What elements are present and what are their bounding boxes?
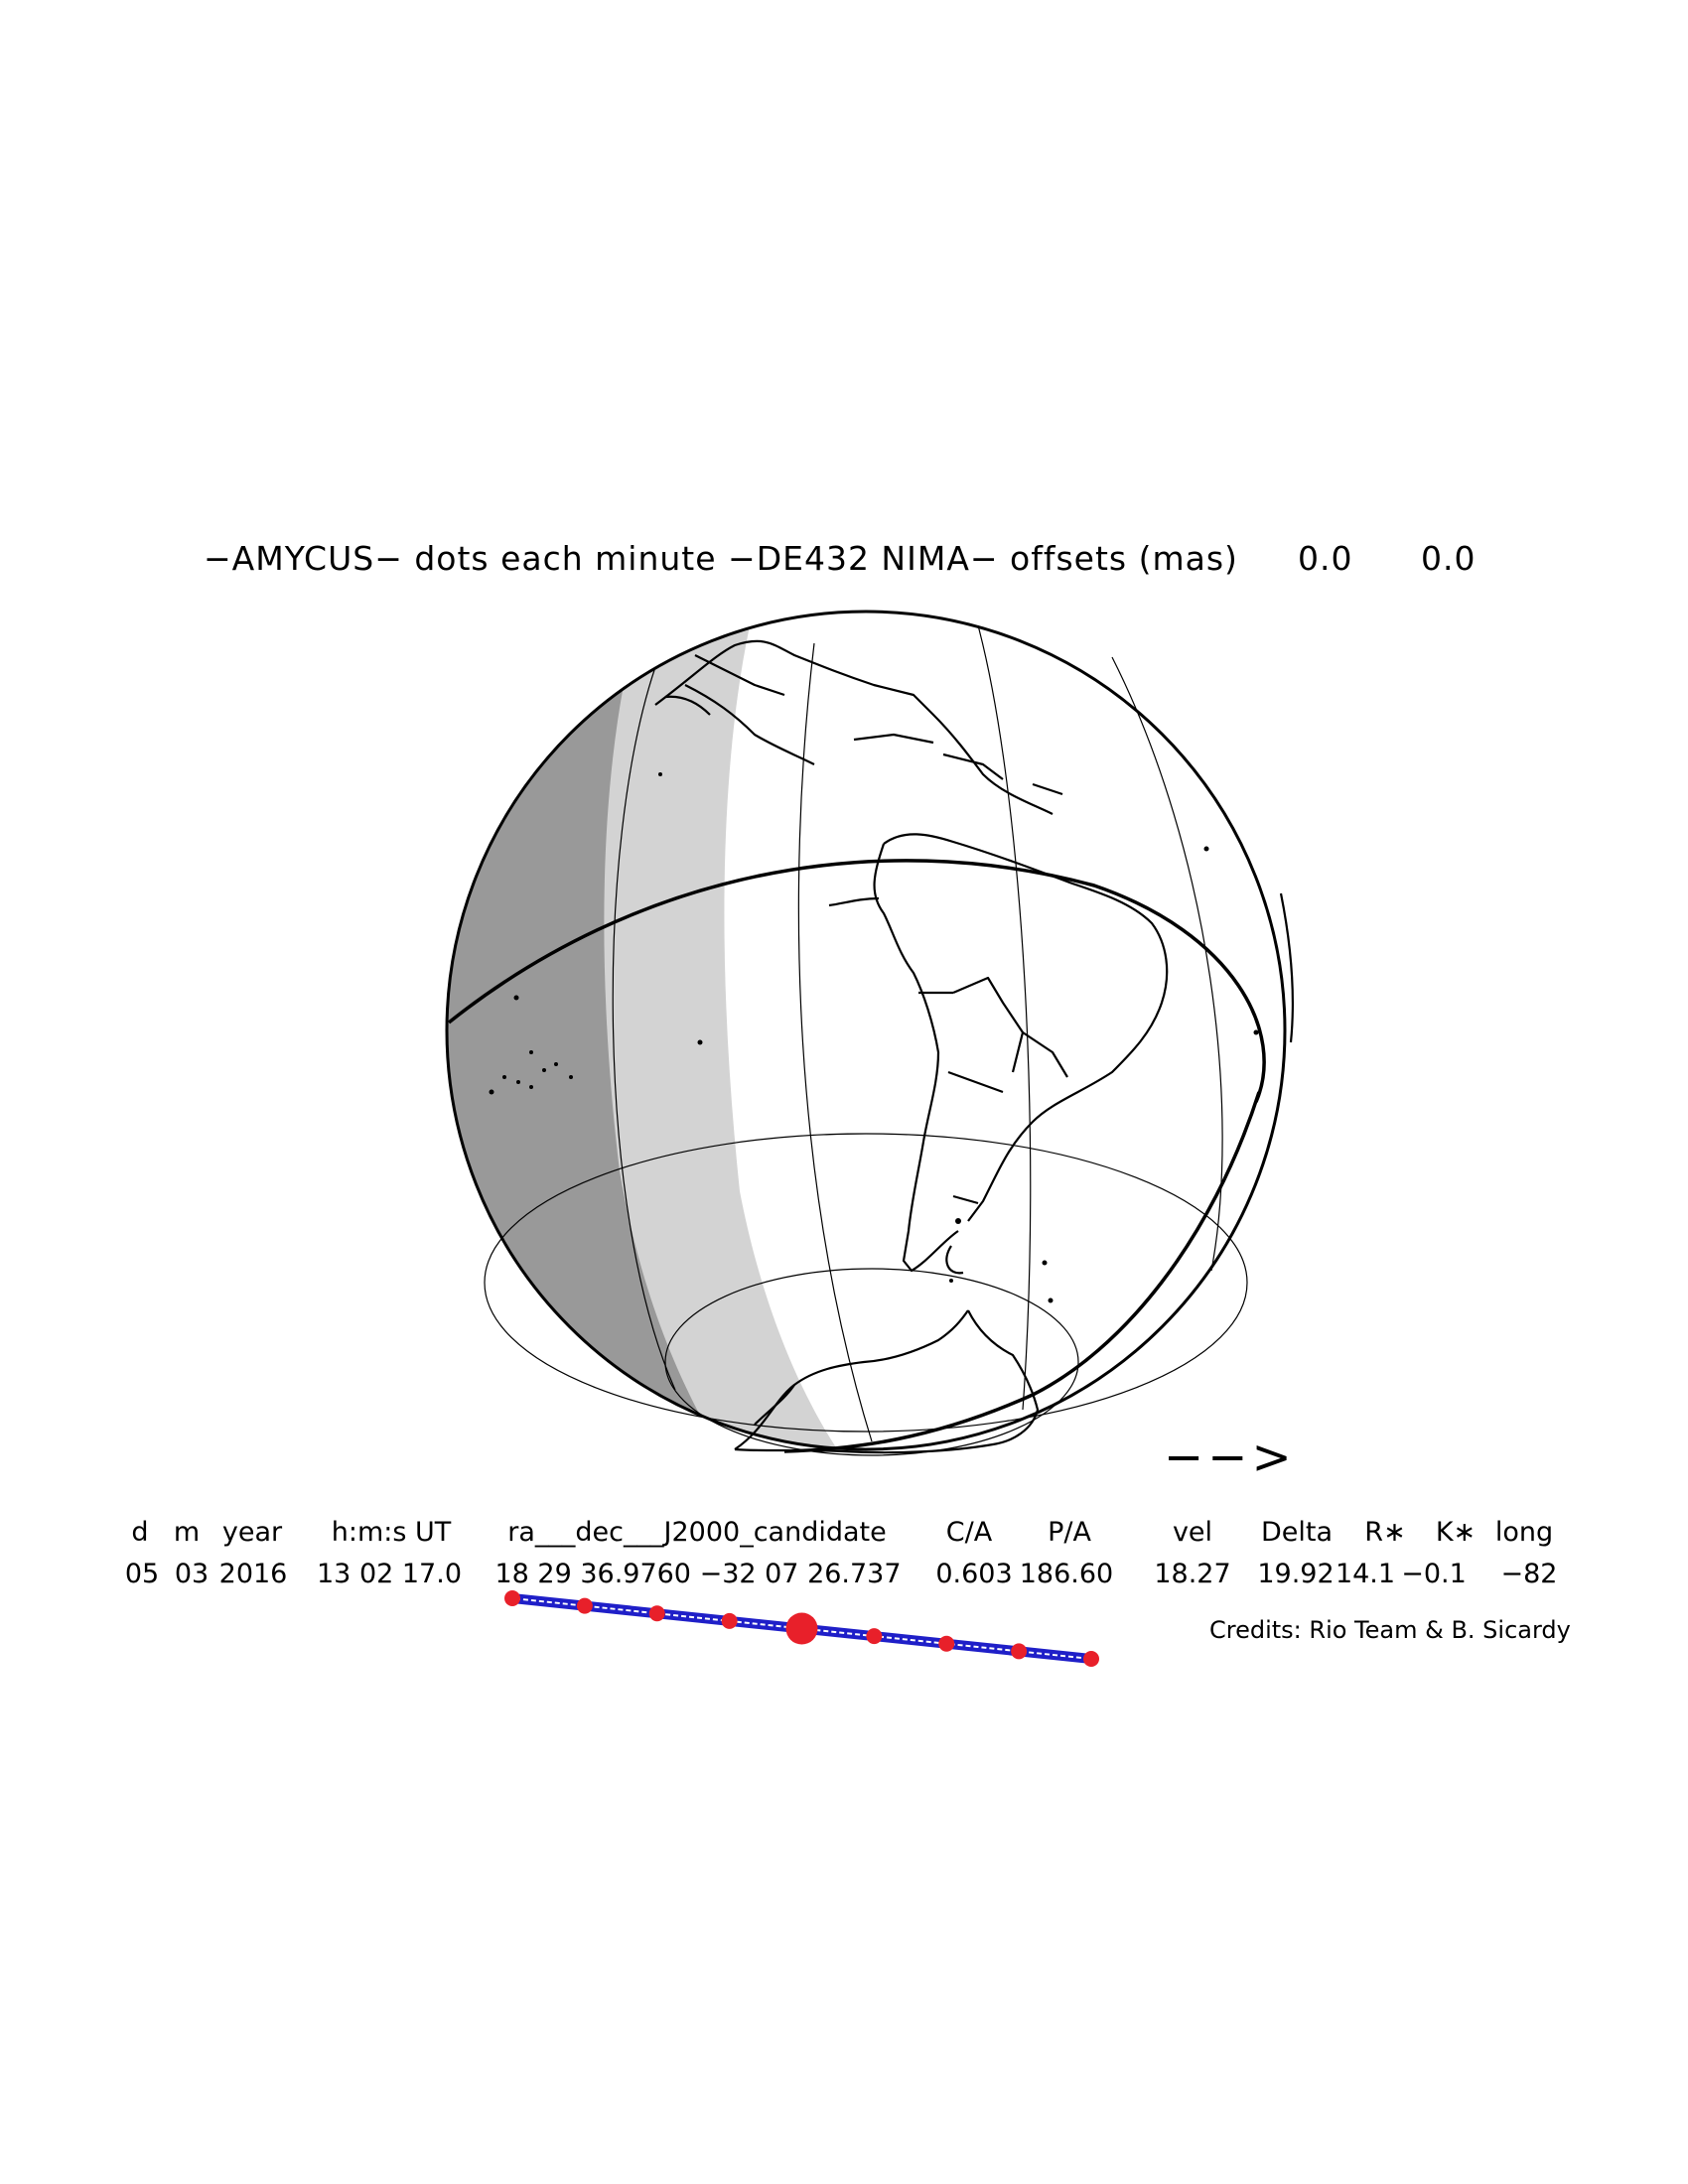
minute-dot	[938, 1635, 955, 1652]
minute-dot	[721, 1612, 738, 1629]
offset-dec-value: 0.0	[1421, 539, 1477, 578]
header-ca: C/A	[945, 1517, 993, 1548]
header-pa: P/A	[1048, 1517, 1091, 1548]
header-rstar: R∗	[1364, 1517, 1406, 1548]
header-year: year	[221, 1517, 283, 1548]
central-minute-dot	[785, 1612, 818, 1645]
track-dots	[504, 1590, 1099, 1667]
header-m: m	[173, 1517, 201, 1548]
graticule	[484, 624, 1248, 1456]
shadow-track	[504, 1590, 1099, 1667]
value-pa: 186.60	[1019, 1559, 1114, 1589]
header-vel: vel	[1172, 1517, 1213, 1548]
value-rstar: 14.1	[1335, 1559, 1396, 1589]
title-text: −AMYCUS− dots each minute −DE432 NIMA− o…	[204, 539, 1238, 578]
offset-ra-value: 0.0	[1298, 539, 1353, 578]
value-kstar: −0.1	[1401, 1559, 1467, 1589]
globe-outline	[445, 610, 1287, 1451]
header-long: long	[1494, 1517, 1554, 1548]
value-time: 13 02 17.0	[317, 1559, 462, 1589]
header-time: h:m:s UT	[331, 1517, 452, 1548]
header-kstar: K∗	[1435, 1517, 1477, 1548]
islands	[489, 772, 1259, 1303]
track-line-center	[511, 1596, 1092, 1661]
globe-shading	[447, 612, 1285, 1449]
header-delta: Delta	[1260, 1517, 1334, 1548]
value-d: 05	[124, 1559, 160, 1589]
header-d: d	[131, 1517, 149, 1548]
direction-arrow: −−>	[1164, 1430, 1296, 1485]
value-vel: 18.27	[1154, 1559, 1231, 1589]
minute-dot	[504, 1590, 520, 1606]
minute-dot	[1011, 1643, 1028, 1660]
minute-dot	[1083, 1651, 1099, 1667]
value-m: 03	[174, 1559, 210, 1589]
minute-dot	[576, 1597, 593, 1614]
header-radec: ra___dec___J2000_candidate	[507, 1517, 887, 1548]
value-radec: 18 29 36.9760 −32 07 26.737	[494, 1559, 902, 1589]
night-zone	[447, 612, 725, 1449]
value-long: −82	[1500, 1559, 1558, 1589]
coastlines	[654, 639, 1295, 1454]
credits-text: Credits: Rio Team & B. Sicardy	[1209, 1616, 1571, 1644]
value-delta: 19.92	[1257, 1559, 1335, 1589]
minute-dot	[648, 1605, 665, 1622]
value-year: 2016	[218, 1559, 288, 1589]
minute-dot	[866, 1628, 883, 1645]
value-ca: 0.603	[935, 1559, 1013, 1589]
shadow-path-lines	[447, 859, 1266, 1453]
chart-title: −AMYCUS− dots each minute −DE432 NIMA− o…	[204, 539, 1494, 589]
